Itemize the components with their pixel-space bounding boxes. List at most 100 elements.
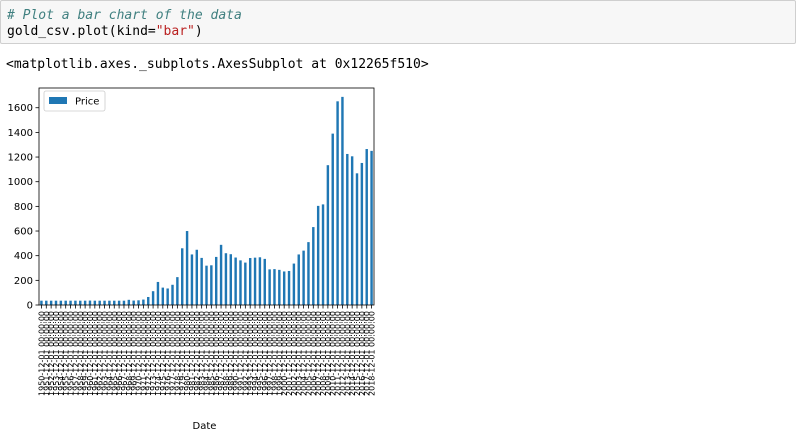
bar-10 <box>88 300 92 305</box>
bar-19 <box>132 300 135 305</box>
bar-4 <box>59 300 63 305</box>
bar-21 <box>142 299 145 305</box>
bar-51 <box>287 270 291 305</box>
xtick-label-55: 2005-12-01 00:00:00 <box>304 311 313 396</box>
code-string-arg: "bar" <box>155 24 195 39</box>
xtick-label-11: 1961-12-01 00:00:00 <box>91 311 100 396</box>
xtick-label-40: 1990-12-01 00:00:00 <box>232 311 241 396</box>
ytick-label-1: 200 <box>14 276 33 287</box>
bar-42 <box>244 262 247 305</box>
bar-20 <box>137 300 140 305</box>
bar-8 <box>79 300 82 305</box>
xtick-label-66: 2016-12-01 00:00:00 <box>358 311 367 396</box>
xtick-label-54: 2004-12-01 00:00:00 <box>300 311 309 396</box>
ytick-label-6: 1200 <box>8 153 33 164</box>
xtick-label-30: 1980-12-01 00:00:00 <box>183 311 192 396</box>
xtick-label-5: 1955-12-01 00:00:00 <box>62 311 71 396</box>
xtick-label-63: 2013-12-01 00:00:00 <box>343 311 352 396</box>
bar-23 <box>151 291 155 305</box>
xtick-label-68: 2018-12-01 00:00:00 <box>368 311 377 396</box>
bar-41 <box>239 260 242 305</box>
code-cell[interactable]: # Plot a bar chart of the data gold_csv.… <box>0 0 796 44</box>
bar-15 <box>113 300 116 305</box>
bar-27 <box>171 284 174 305</box>
bar-35 <box>210 265 213 305</box>
bar-57 <box>316 205 320 305</box>
legend-box <box>43 90 106 112</box>
xtick-label-25: 1975-12-01 00:00:00 <box>159 311 168 396</box>
xtick-label-52: 2002-12-01 00:00:00 <box>290 311 299 396</box>
xtick-label-49: 1999-12-01 00:00:00 <box>275 311 284 396</box>
bar-40 <box>234 257 237 305</box>
bar-25 <box>161 287 165 305</box>
xtick-label-42: 1992-12-01 00:00:00 <box>241 311 250 396</box>
bar-62 <box>341 96 344 305</box>
xtick-label-17: 1967-12-01 00:00:00 <box>120 311 129 396</box>
xtick-label-65: 2015-12-01 00:00:00 <box>353 311 362 396</box>
bar-34 <box>205 265 208 305</box>
xtick-label-27: 1977-12-01 00:00:00 <box>169 311 178 396</box>
output-repr: <matplotlib.axes._subplots.AxesSubplot a… <box>6 57 429 72</box>
bar-22 <box>147 296 150 305</box>
xtick-label-56: 2006-12-01 00:00:00 <box>309 311 318 396</box>
xtick-label-34: 1984-12-01 00:00:00 <box>203 311 212 396</box>
bar-14 <box>108 300 111 305</box>
bar-39 <box>229 254 232 305</box>
xtick-label-12: 1962-12-01 00:00:00 <box>96 311 105 396</box>
bar-32 <box>195 249 199 305</box>
xtick-label-41: 1991-12-01 00:00:00 <box>236 311 245 396</box>
xtick-label-46: 1996-12-01 00:00:00 <box>261 311 270 396</box>
bar-7 <box>74 300 77 305</box>
bar-67 <box>365 149 368 305</box>
bar-52 <box>292 263 296 305</box>
bar-59 <box>326 165 330 305</box>
xtick-label-14: 1964-12-01 00:00:00 <box>105 311 114 396</box>
bar-50 <box>282 271 286 305</box>
bar-64 <box>350 156 354 305</box>
bar-11 <box>93 300 97 305</box>
xtick-label-67: 2017-12-01 00:00:00 <box>363 311 372 396</box>
xtick-label-61: 2011-12-01 00:00:00 <box>334 311 343 396</box>
xtick-label-24: 1974-12-01 00:00:00 <box>154 311 163 396</box>
bar-0 <box>40 300 43 305</box>
bar-17 <box>122 300 126 305</box>
bar-55 <box>307 242 310 305</box>
xtick-label-8: 1958-12-01 00:00:00 <box>76 311 85 396</box>
xtick-label-43: 1993-12-01 00:00:00 <box>246 311 255 396</box>
xtick-label-19: 1969-12-01 00:00:00 <box>130 311 139 396</box>
xtick-label-33: 1983-12-01 00:00:00 <box>198 311 207 396</box>
bar-1 <box>45 300 48 305</box>
xtick-label-28: 1978-12-01 00:00:00 <box>173 311 182 396</box>
xtick-label-35: 1985-12-01 00:00:00 <box>207 311 216 396</box>
bar-66 <box>360 162 364 305</box>
xtick-label-48: 1998-12-01 00:00:00 <box>270 311 279 396</box>
xtick-label-31: 1981-12-01 00:00:00 <box>188 311 197 396</box>
bar-60 <box>331 133 334 305</box>
xtick-label-29: 1979-12-01 00:00:00 <box>178 311 187 396</box>
bar-29 <box>181 248 184 305</box>
bar-68 <box>370 150 373 305</box>
bar-24 <box>156 281 160 305</box>
plot-area: 0 200 400 600 800 1000 1200 1400 1600 1950-12-01 … <box>8 87 377 432</box>
xtick-label-44: 1994-12-01 00:00:00 <box>251 311 260 396</box>
xtick-label-4: 1954-12-01 00:00:00 <box>57 311 66 396</box>
bar-6 <box>69 300 72 305</box>
bar-26 <box>166 288 169 305</box>
ytick-label-0: 0 <box>27 301 33 312</box>
bar-43 <box>248 258 252 305</box>
xtick-label-32: 1982-12-01 00:00:00 <box>193 311 202 396</box>
xtick-label-38: 1988-12-01 00:00:00 <box>222 311 231 396</box>
xtick-label-62: 2012-12-01 00:00:00 <box>338 311 347 396</box>
bar-9 <box>83 300 87 305</box>
xtick-label-57: 2007-12-01 00:00:00 <box>314 311 323 396</box>
ytick-label-3: 600 <box>14 227 33 238</box>
xtick-label-16: 1966-12-01 00:00:00 <box>115 311 124 396</box>
legend-label: Price <box>75 97 99 108</box>
code-statement: gold_csv.plot(kind="bar") <box>7 24 203 40</box>
bar-38 <box>224 253 228 305</box>
ytick-label-2: 400 <box>14 251 33 262</box>
xtick-label-39: 1989-12-01 00:00:00 <box>227 311 236 396</box>
code-method: .plot(kind= <box>69 24 156 39</box>
bar-18 <box>127 299 131 305</box>
bar-37 <box>219 244 223 305</box>
